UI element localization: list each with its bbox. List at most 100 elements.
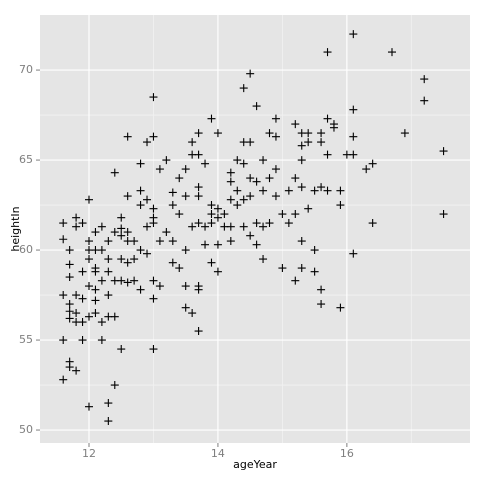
point — [349, 249, 358, 258]
point — [149, 219, 158, 228]
point — [97, 246, 106, 255]
point — [194, 285, 203, 294]
point — [252, 240, 261, 249]
point — [149, 132, 158, 141]
point — [72, 366, 81, 375]
point — [297, 156, 306, 165]
point — [194, 192, 203, 201]
point — [194, 150, 203, 159]
point — [97, 222, 106, 231]
point — [259, 186, 268, 195]
point — [420, 75, 429, 84]
point — [368, 219, 377, 228]
point — [110, 228, 119, 237]
point — [213, 213, 222, 222]
point — [130, 255, 139, 264]
point — [201, 240, 210, 249]
point — [91, 296, 100, 305]
point — [207, 210, 216, 219]
point — [336, 201, 345, 210]
point — [110, 168, 119, 177]
point — [143, 249, 152, 258]
point — [149, 93, 158, 102]
point — [168, 258, 177, 267]
point — [207, 219, 216, 228]
point — [349, 150, 358, 159]
point — [336, 303, 345, 312]
point — [136, 285, 145, 294]
point — [143, 138, 152, 147]
point — [329, 123, 338, 132]
point — [297, 264, 306, 273]
point — [149, 276, 158, 285]
point — [168, 201, 177, 210]
point — [162, 156, 171, 165]
point — [207, 114, 216, 123]
point — [59, 375, 68, 384]
point — [149, 294, 158, 303]
point — [310, 267, 319, 276]
point — [65, 300, 74, 309]
point — [72, 222, 81, 231]
point — [213, 267, 222, 276]
point — [201, 222, 210, 231]
point — [226, 195, 235, 204]
point — [181, 282, 190, 291]
point — [336, 186, 345, 195]
point — [317, 285, 326, 294]
point — [297, 237, 306, 246]
point — [297, 183, 306, 192]
point — [130, 237, 139, 246]
point — [59, 336, 68, 345]
point — [136, 186, 145, 195]
point — [188, 138, 197, 147]
point — [233, 156, 242, 165]
point — [252, 102, 261, 111]
point — [181, 303, 190, 312]
point — [278, 210, 287, 219]
point — [175, 264, 184, 273]
point — [252, 177, 261, 186]
y-tick-label: 60 — [19, 243, 33, 256]
point — [284, 186, 293, 195]
point — [168, 188, 177, 197]
point — [265, 174, 274, 183]
point — [291, 276, 300, 285]
point — [226, 237, 235, 246]
point — [349, 105, 358, 114]
point — [84, 195, 93, 204]
y-tick-label: 50 — [19, 423, 33, 436]
x-tick-label: 12 — [82, 447, 96, 460]
point — [84, 255, 93, 264]
point — [117, 231, 126, 240]
point — [349, 132, 358, 141]
point — [226, 177, 235, 186]
point — [188, 222, 197, 231]
point — [65, 273, 74, 282]
point — [104, 267, 113, 276]
point — [323, 114, 332, 123]
x-tick-label: 14 — [211, 447, 225, 460]
point — [181, 192, 190, 201]
point — [317, 138, 326, 147]
point — [304, 129, 313, 138]
point — [84, 282, 93, 291]
point — [291, 210, 300, 219]
point — [84, 402, 93, 411]
point — [271, 114, 280, 123]
point — [130, 276, 139, 285]
point — [297, 141, 306, 150]
point — [246, 192, 255, 201]
point — [91, 267, 100, 276]
point — [117, 255, 126, 264]
point — [123, 132, 132, 141]
point — [59, 235, 68, 244]
point — [194, 327, 203, 336]
point — [271, 192, 280, 201]
point — [104, 417, 113, 426]
plot-panel — [40, 15, 470, 443]
point — [155, 165, 164, 174]
point — [368, 159, 377, 168]
point — [239, 84, 248, 93]
